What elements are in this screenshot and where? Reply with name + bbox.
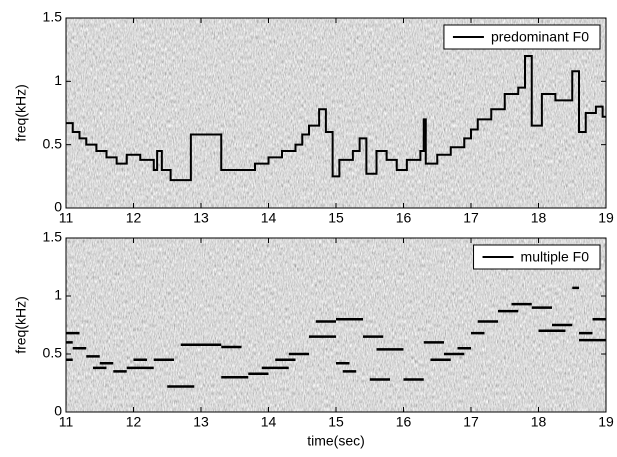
y-tick-label: 0.5 <box>43 345 63 361</box>
x-tick-label: 12 <box>126 210 142 226</box>
legend-label: predominant F0 <box>491 29 589 45</box>
y-axis-label: freq(kHz) <box>13 296 29 354</box>
f0-line <box>66 55 606 182</box>
x-tick-label: 16 <box>396 414 412 430</box>
x-tick-label: 14 <box>261 210 277 226</box>
x-tick-label: 18 <box>531 210 547 226</box>
x-tick-label: 17 <box>463 210 479 226</box>
y-tick-label: 1.5 <box>43 9 63 25</box>
x-tick-label: 18 <box>531 414 547 430</box>
x-tick-label: 17 <box>463 414 479 430</box>
y-tick-label: 1 <box>54 287 62 303</box>
x-tick-label: 11 <box>59 210 74 226</box>
f0-line <box>66 286 606 388</box>
x-tick-label: 13 <box>193 414 209 430</box>
y-tick-label: 1.5 <box>43 229 63 245</box>
x-tick-label: 14 <box>261 414 277 430</box>
y-tick-label: 0 <box>54 403 62 419</box>
x-tick-label: 11 <box>59 414 74 430</box>
x-tick-label: 15 <box>328 210 344 226</box>
x-axis-label: time(sec) <box>307 433 365 449</box>
y-tick-label: 0.5 <box>43 135 63 151</box>
legend-label: multiple F0 <box>521 249 590 265</box>
x-tick-label: 19 <box>598 414 614 430</box>
y-tick-label: 0 <box>54 199 62 215</box>
x-tick-label: 15 <box>328 414 344 430</box>
x-tick-label: 13 <box>193 210 209 226</box>
y-axis-label: freq(kHz) <box>13 84 29 142</box>
x-tick-label: 16 <box>396 210 412 226</box>
y-tick-label: 1 <box>54 72 62 88</box>
x-tick-label: 19 <box>598 210 614 226</box>
x-tick-label: 12 <box>126 414 142 430</box>
